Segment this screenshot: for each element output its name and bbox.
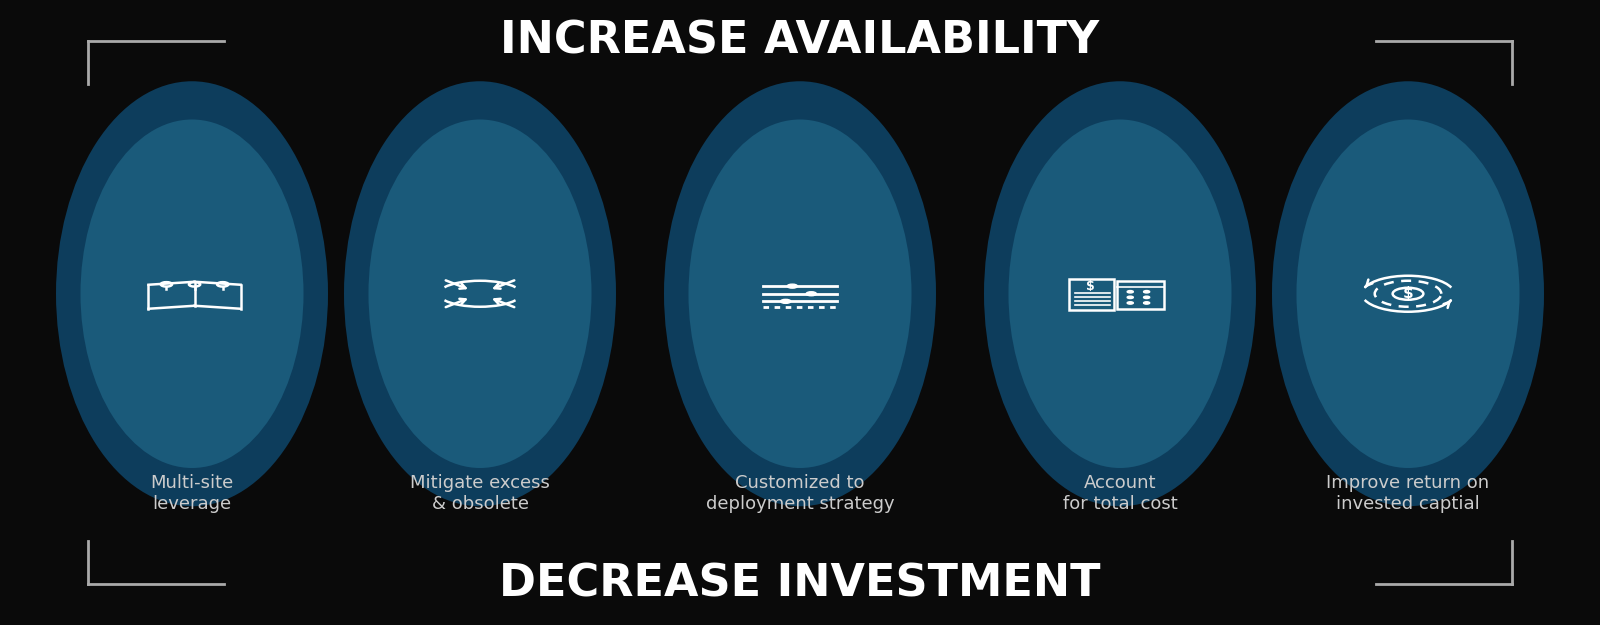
Text: DECREASE INVESTMENT: DECREASE INVESTMENT [499, 563, 1101, 606]
Ellipse shape [1008, 119, 1232, 468]
Text: $: $ [1403, 286, 1413, 301]
Circle shape [806, 292, 816, 296]
Circle shape [1126, 302, 1133, 304]
Ellipse shape [1296, 119, 1520, 468]
Ellipse shape [80, 119, 304, 468]
Text: $: $ [1086, 280, 1094, 293]
Ellipse shape [984, 81, 1256, 506]
Circle shape [1144, 296, 1150, 299]
Text: Customized to
deployment strategy: Customized to deployment strategy [706, 474, 894, 513]
Circle shape [1126, 291, 1133, 293]
Ellipse shape [344, 81, 616, 506]
Ellipse shape [664, 81, 936, 506]
Text: Multi-site
leverage: Multi-site leverage [150, 474, 234, 513]
Circle shape [1144, 291, 1150, 293]
Circle shape [787, 284, 797, 288]
Ellipse shape [688, 119, 912, 468]
Text: Account
for total cost: Account for total cost [1062, 474, 1178, 513]
Circle shape [1126, 296, 1133, 299]
Ellipse shape [368, 119, 592, 468]
Text: Mitigate excess
& obsolete: Mitigate excess & obsolete [410, 474, 550, 513]
Ellipse shape [56, 81, 328, 506]
Text: INCREASE AVAILABILITY: INCREASE AVAILABILITY [501, 19, 1099, 62]
Text: Improve return on
invested captial: Improve return on invested captial [1326, 474, 1490, 513]
Circle shape [1144, 302, 1150, 304]
Ellipse shape [1272, 81, 1544, 506]
Circle shape [781, 299, 790, 303]
